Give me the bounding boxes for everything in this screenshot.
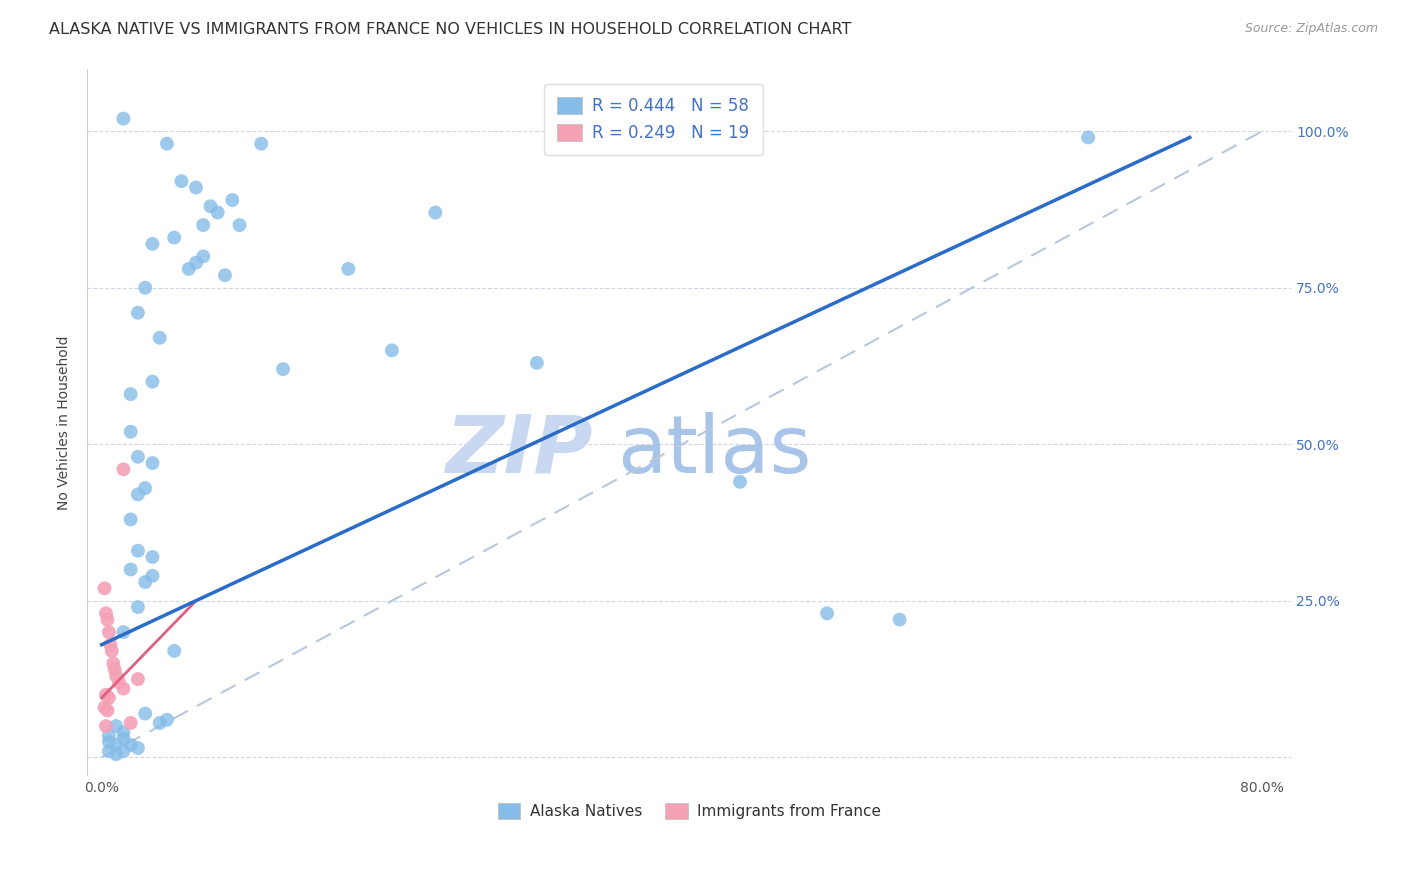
Point: [127, 672, 149, 686]
Point: [271, 362, 294, 376]
Point: [96, 613, 118, 627]
Point: [112, 112, 135, 126]
Point: [214, 268, 236, 282]
Point: [526, 356, 548, 370]
Point: [141, 456, 163, 470]
Point: [156, 136, 179, 151]
Point: [127, 543, 149, 558]
Point: [105, 738, 128, 752]
Point: [141, 568, 163, 582]
Point: [177, 261, 200, 276]
Point: [105, 747, 128, 762]
Point: [97, 744, 120, 758]
Point: [141, 549, 163, 564]
Point: [97, 625, 120, 640]
Point: [250, 136, 273, 151]
Point: [120, 387, 142, 401]
Point: [425, 205, 447, 219]
Point: [105, 669, 128, 683]
Point: [127, 487, 149, 501]
Point: [163, 230, 186, 244]
Point: [97, 735, 120, 749]
Point: [141, 236, 163, 251]
Point: [112, 681, 135, 696]
Point: [815, 607, 838, 621]
Point: [337, 261, 360, 276]
Point: [120, 512, 142, 526]
Point: [104, 663, 127, 677]
Point: [381, 343, 404, 358]
Point: [103, 657, 125, 671]
Point: [184, 255, 207, 269]
Point: [120, 425, 142, 439]
Point: [127, 741, 149, 756]
Point: [94, 688, 117, 702]
Point: [156, 713, 179, 727]
Point: [221, 193, 243, 207]
Point: [163, 644, 186, 658]
Point: [170, 174, 193, 188]
Point: [97, 729, 120, 743]
Point: [120, 562, 142, 576]
Point: [184, 180, 207, 194]
Point: [94, 719, 117, 733]
Point: [134, 481, 156, 495]
Point: [141, 375, 163, 389]
Point: [94, 607, 117, 621]
Point: [149, 331, 172, 345]
Point: [1077, 130, 1099, 145]
Point: [134, 281, 156, 295]
Point: [93, 582, 115, 596]
Y-axis label: No Vehicles in Household: No Vehicles in Household: [58, 335, 72, 509]
Point: [97, 690, 120, 705]
Text: ALASKA NATIVE VS IMMIGRANTS FROM FRANCE NO VEHICLES IN HOUSEHOLD CORRELATION CHA: ALASKA NATIVE VS IMMIGRANTS FROM FRANCE …: [49, 22, 852, 37]
Point: [108, 675, 131, 690]
Legend: Alaska Natives, Immigrants from France: Alaska Natives, Immigrants from France: [492, 797, 887, 825]
Point: [101, 644, 124, 658]
Point: [193, 249, 215, 263]
Point: [96, 703, 118, 717]
Point: [112, 625, 135, 640]
Point: [112, 731, 135, 746]
Text: Source: ZipAtlas.com: Source: ZipAtlas.com: [1244, 22, 1378, 36]
Point: [112, 744, 135, 758]
Point: [200, 199, 222, 213]
Point: [228, 218, 250, 232]
Point: [98, 638, 121, 652]
Point: [120, 715, 142, 730]
Point: [207, 205, 229, 219]
Point: [889, 613, 911, 627]
Point: [127, 450, 149, 464]
Text: ZIP: ZIP: [446, 411, 593, 490]
Point: [93, 700, 115, 714]
Point: [134, 575, 156, 590]
Point: [149, 715, 172, 730]
Point: [134, 706, 156, 721]
Point: [105, 719, 128, 733]
Point: [127, 600, 149, 615]
Point: [127, 306, 149, 320]
Point: [193, 218, 215, 232]
Point: [728, 475, 751, 489]
Text: atlas: atlas: [617, 411, 811, 490]
Point: [112, 462, 135, 476]
Point: [112, 725, 135, 739]
Point: [120, 738, 142, 752]
